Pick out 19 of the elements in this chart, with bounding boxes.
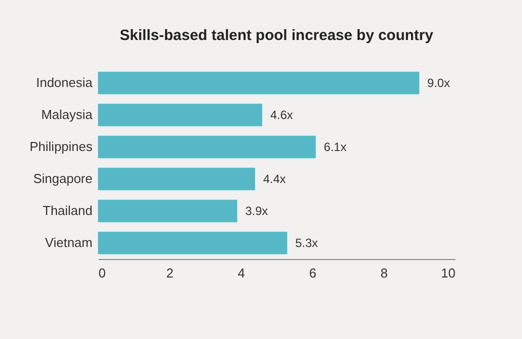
x-tick-label: 0 [98,266,106,280]
x-tick-label: 2 [166,266,174,280]
data-label: 3.9x [245,204,268,218]
y-tick-label: Indonesia [36,75,94,90]
y-tick-label: Singapore [33,171,92,186]
x-tick-label: 6 [309,266,316,280]
x-tick-label: 8 [380,266,388,280]
data-label: 5.3x [295,236,318,250]
chart-title: Skills-based talent pool increase by country [120,27,434,44]
y-tick-label: Vietnam [45,235,92,250]
data-label: 6.1x [324,140,346,154]
x-tick-label: 10 [441,266,456,280]
y-tick-label: Philippines [30,139,93,154]
data-label: 4.6x [270,108,293,122]
data-label: 4.4x [263,172,286,186]
x-tick-label: 4 [238,266,245,280]
data-label: 9.0x [427,76,450,90]
y-tick-label: Malaysia [41,107,94,122]
y-tick-label: Thailand [42,203,92,218]
